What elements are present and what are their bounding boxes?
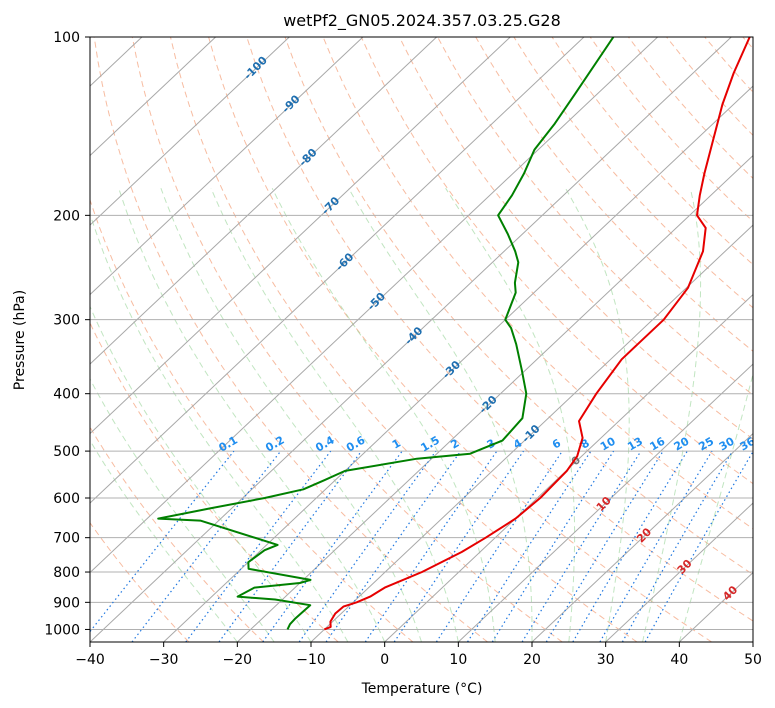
isotherm--90	[90, 37, 364, 296]
y-tick-label: 1000	[44, 622, 80, 638]
dry-adiabat	[90, 321, 339, 642]
isotherm--30	[163, 85, 753, 642]
x-tick-label: 40	[670, 652, 688, 668]
moist-adiabat	[678, 372, 753, 642]
y-axis-title: Pressure (hPa)	[12, 290, 28, 390]
mixing-ratio-lines	[90, 450, 753, 642]
moist-adiabat	[642, 188, 702, 642]
x-tick-label: −20	[223, 652, 253, 668]
dry-adiabat	[360, 37, 753, 485]
isotherm--60	[90, 37, 585, 504]
isotherm-30	[605, 502, 753, 642]
x-tick-label: −30	[149, 652, 179, 668]
dry-adiabat	[475, 37, 753, 352]
isotherm--50	[90, 37, 658, 574]
x-tick-label: 10	[449, 652, 467, 668]
y-tick-label: 800	[53, 565, 80, 581]
x-axis-ticks: −40 −30 −20 −10 0 10 20 30 40 50	[75, 642, 762, 668]
moist-adiabat	[90, 212, 349, 642]
isotherm-0	[384, 293, 753, 642]
mixing-ratio-line	[435, 450, 563, 642]
isotherm--70	[90, 37, 511, 435]
isotherm--10	[310, 224, 753, 642]
mixing-ratio-line	[545, 450, 664, 642]
dry-adiabat	[284, 37, 753, 576]
isotherm-lines	[0, 37, 753, 642]
isotherm-20	[531, 432, 753, 642]
isotherm--40	[90, 37, 732, 642]
mixing-ratio-line	[364, 450, 498, 642]
dewpoint-profile	[157, 37, 615, 630]
chart-title: wetPf2_GN05.2024.357.03.25.G28	[283, 11, 561, 31]
dry-adiabat	[437, 37, 753, 396]
dry-adiabat	[246, 37, 753, 622]
y-tick-label: 600	[53, 491, 80, 507]
dry-adiabat	[93, 37, 488, 642]
x-tick-label: 30	[597, 652, 615, 668]
moist-adiabat	[90, 377, 275, 642]
moist-adiabat	[160, 188, 422, 642]
x-tick-label: −10	[296, 652, 326, 668]
dry-adiabat	[398, 37, 753, 440]
x-tick-label: −40	[75, 652, 105, 668]
x-tick-label: 0	[380, 652, 389, 668]
moist-adiabat-lines	[90, 187, 753, 642]
isotherm--110	[90, 37, 216, 157]
y-axis-ticks: 1000 900 800 700 600 500 400 300 200 100	[44, 30, 90, 638]
isotherm-10	[457, 363, 753, 642]
isotherm--100	[90, 37, 290, 226]
y-tick-label: 900	[53, 595, 80, 611]
mixing-ratio-line	[466, 450, 592, 642]
moist-adiabat	[90, 305, 312, 642]
grid-layer: -100-90-80-70-60-50-40-30-20-10010203040…	[0, 37, 758, 642]
plot-frame	[89, 36, 754, 643]
x-axis-title: Temperature (°C)	[361, 681, 483, 697]
isotherm--130	[0, 37, 68, 642]
isotherm--80	[90, 37, 437, 365]
y-tick-label: 400	[53, 387, 80, 403]
y-tick-label: 500	[53, 444, 80, 460]
moist-adiabat	[565, 187, 630, 642]
x-tick-label: 50	[744, 652, 762, 668]
y-tick-label: 100	[53, 30, 80, 46]
temperature-profile	[323, 37, 751, 631]
y-tick-label: 700	[53, 531, 80, 547]
dry-adiabat	[170, 37, 638, 642]
mixing-ratio-line	[572, 450, 688, 642]
dry-adiabat	[513, 37, 753, 309]
mixing-ratio-line	[90, 450, 235, 633]
mixing-ratio-line	[521, 450, 642, 642]
mixing-ratio-line	[298, 450, 437, 642]
isotherm-50	[752, 641, 753, 642]
mixing-ratio-line	[325, 450, 462, 642]
moist-adiabat	[271, 187, 496, 642]
isotherm--20	[236, 154, 753, 642]
y-tick-label: 300	[53, 313, 80, 329]
x-tick-label: 20	[523, 652, 541, 668]
mixing-ratio-label: 36	[738, 434, 758, 453]
profile-series	[157, 37, 751, 631]
moist-adiabat	[118, 188, 386, 642]
dry-adiabat	[90, 426, 264, 642]
y-tick-label: 200	[53, 208, 80, 224]
moist-adiabat	[90, 439, 238, 642]
mixing-ratio-line	[185, 450, 332, 642]
mixing-ratio-line	[599, 450, 713, 642]
mixing-ratio-line	[491, 450, 615, 642]
mixing-ratio-line	[393, 450, 524, 642]
